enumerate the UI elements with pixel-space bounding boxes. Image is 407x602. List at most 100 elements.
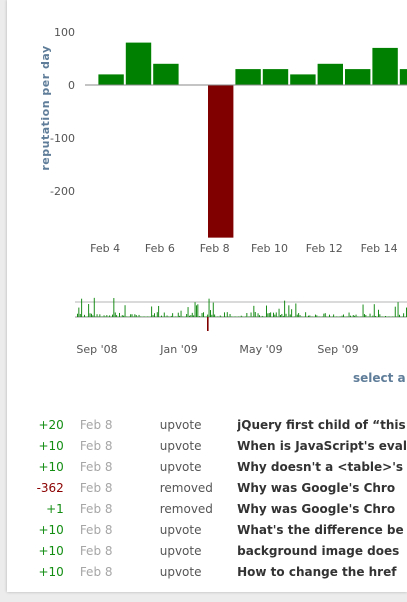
reputation-amount: -362 — [36, 480, 64, 495]
overview-bar — [113, 298, 115, 317]
overview-bar — [331, 316, 333, 317]
overview-bar — [351, 316, 353, 317]
overview-bar — [100, 316, 102, 317]
overview-bar — [191, 312, 193, 317]
overview-bar — [170, 315, 172, 317]
overview-bar — [124, 305, 126, 317]
reputation-row: +1 Feb 8 removed Why was Google's Chro — [7, 498, 407, 519]
bar-negative[interactable] — [208, 85, 234, 238]
overview-bar — [172, 313, 174, 317]
overview-bar — [306, 316, 308, 317]
overview-bar — [233, 316, 235, 317]
overview-bar — [327, 316, 329, 317]
overview-tick-label: Sep '09 — [317, 343, 358, 356]
overview-bar — [137, 316, 139, 317]
question-title-link[interactable]: Why was Google's Chro — [237, 480, 396, 495]
overview-bar — [98, 316, 99, 317]
reputation-date: Feb 8 — [79, 459, 113, 474]
reputation-type: upvote — [159, 564, 202, 579]
question-title-link[interactable]: jQuery first child of “this — [237, 417, 406, 432]
overview-tick-label: Sep '08 — [76, 343, 117, 356]
overview-bar — [106, 315, 108, 317]
overview-bar — [329, 314, 330, 317]
bar-positive[interactable] — [153, 63, 179, 85]
overview-bar — [77, 313, 78, 317]
overview-bar — [117, 316, 119, 317]
overview-bar — [365, 315, 367, 317]
reputation-type: upvote — [159, 459, 202, 474]
overview-bar — [310, 316, 312, 317]
bar-positive[interactable] — [290, 74, 316, 85]
overview-bar — [372, 315, 374, 317]
overview-bar — [175, 316, 176, 317]
question-title-link[interactable]: Why doesn't a <table>'s — [237, 459, 404, 474]
overview-bar — [338, 316, 340, 317]
overview-bar — [271, 316, 273, 317]
overview-bar — [358, 316, 360, 317]
reputation-type: removed — [159, 501, 213, 516]
overview-bar — [231, 316, 232, 317]
bar-positive[interactable] — [317, 63, 343, 85]
overview-bar — [401, 316, 403, 317]
overview-bar — [128, 316, 130, 317]
overview-bar — [126, 316, 127, 317]
overview-bar — [406, 307, 407, 317]
overview-bar — [86, 316, 88, 317]
reputation-date: Feb 8 — [79, 522, 113, 537]
reputation-type: upvote — [159, 438, 202, 453]
bar-positive[interactable] — [372, 47, 398, 85]
overview-bar — [235, 316, 237, 317]
question-title-link[interactable]: What's the difference be — [237, 522, 404, 537]
overview-bar — [317, 316, 319, 317]
overview-bar — [315, 314, 316, 317]
bar-positive[interactable] — [235, 69, 261, 85]
overview-bar — [341, 315, 343, 317]
bar-positive[interactable] — [399, 69, 407, 85]
overview-bar — [154, 313, 155, 317]
overview-bar — [194, 302, 196, 317]
overview-chart[interactable]: Sep '08 Jan '09 May '09 Sep '09 — [7, 285, 407, 360]
overview-bar — [208, 298, 210, 317]
overview-bar — [345, 316, 347, 317]
bar-positive[interactable] — [125, 42, 152, 85]
select-range-link[interactable]: select a — [353, 371, 406, 385]
overview-bar — [375, 315, 377, 317]
overview-bar — [229, 314, 231, 317]
overview-bar — [218, 316, 220, 317]
y-tick-label: 100 — [54, 26, 75, 39]
overview-bar — [187, 307, 189, 317]
overview-bar — [394, 306, 396, 317]
bar-positive[interactable] — [98, 74, 124, 85]
question-title-link[interactable]: When is JavaScript's eval — [237, 438, 407, 453]
overview-bar — [364, 314, 365, 317]
overview-bar — [369, 313, 371, 317]
question-title-link[interactable]: background image does — [237, 543, 400, 558]
overview-bar — [400, 316, 402, 317]
overview-bar — [215, 316, 217, 317]
overview-bar — [151, 306, 153, 317]
overview-bar — [354, 315, 356, 317]
overview-bar — [386, 316, 388, 317]
reputation-per-day-chart[interactable]: 100 0 -100 -200 Feb 4 Feb 6 Feb 8 Feb 10 Feb 12 F… — [7, 0, 407, 265]
reputation-amount: +1 — [46, 501, 64, 516]
overview-bar — [156, 312, 158, 317]
reputation-row: +10 Feb 8 upvote What's the difference be — [7, 519, 407, 540]
overview-bar — [362, 304, 364, 317]
overview-bar — [264, 316, 266, 317]
question-title-link[interactable]: How to change the href — [237, 564, 397, 579]
overview-bar — [183, 316, 185, 317]
bar-positive[interactable] — [262, 69, 289, 85]
overview-bar — [256, 316, 258, 317]
overview-bar — [243, 316, 245, 317]
question-title-link[interactable]: Why was Google's Chro — [237, 501, 396, 516]
reputation-date: Feb 8 — [79, 438, 113, 453]
overview-bar — [267, 313, 269, 317]
overview-bar — [247, 316, 249, 317]
overview-bar — [114, 312, 116, 317]
overview-bar — [201, 313, 203, 317]
overview-bar — [217, 316, 218, 317]
overview-bar — [81, 298, 83, 317]
bar-positive[interactable] — [345, 69, 371, 85]
overview-bar — [396, 316, 398, 317]
overview-bar — [393, 316, 395, 317]
